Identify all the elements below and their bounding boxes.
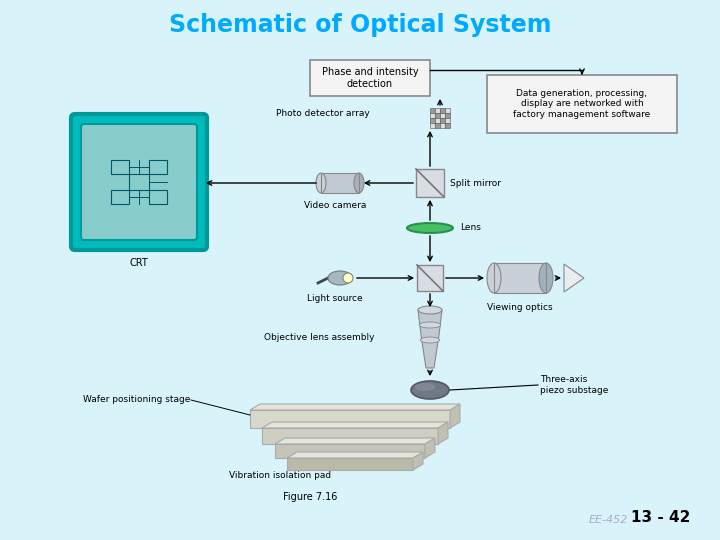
Ellipse shape [487,263,501,293]
Ellipse shape [343,273,353,283]
Bar [430,118,435,123]
Bar [445,123,450,128]
Polygon shape [425,438,435,458]
Bar [440,108,445,113]
Text: Data generation, processing,
display are networked with
factory management softw: Data generation, processing, display are… [513,89,651,119]
Text: EE-452: EE-452 [589,515,628,525]
Ellipse shape [328,271,352,285]
Text: Viewing optics: Viewing optics [487,303,553,312]
Bar [435,108,440,113]
Text: Three-axis
piezo substage: Three-axis piezo substage [540,375,608,395]
Bar [445,118,450,123]
Ellipse shape [411,381,449,399]
Text: Phase and intensity
detection: Phase and intensity detection [322,67,418,89]
Text: Split mirror: Split mirror [451,179,502,187]
Polygon shape [262,422,448,428]
Bar [250,410,450,428]
Polygon shape [564,264,584,292]
Bar [149,160,167,174]
Text: Vibration isolation pad: Vibration isolation pad [229,470,331,480]
Bar [440,113,445,118]
FancyBboxPatch shape [71,114,207,250]
Text: Photo detector array: Photo detector array [276,109,370,118]
Text: Objective lens assembly: Objective lens assembly [264,334,375,342]
Bar [287,458,413,470]
Text: Schematic of Optical System: Schematic of Optical System [168,13,552,37]
Bar [487,75,677,133]
Bar [494,263,546,293]
Bar [149,190,167,204]
Text: Figure 7.16: Figure 7.16 [283,492,337,502]
FancyBboxPatch shape [81,124,197,240]
Polygon shape [275,438,435,444]
Ellipse shape [415,383,435,391]
Bar [275,444,425,458]
Bar [111,190,129,204]
Polygon shape [418,310,442,368]
Bar [430,123,435,128]
Bar [417,265,443,291]
Bar [262,428,438,444]
Text: Lens: Lens [460,224,481,233]
Ellipse shape [420,337,440,343]
Bar [440,118,445,123]
Bar [129,174,149,190]
Ellipse shape [354,173,364,193]
Bar [310,60,430,96]
Polygon shape [250,404,460,410]
Bar [321,173,359,193]
Ellipse shape [539,263,553,293]
Bar [111,160,129,174]
Text: Light source: Light source [307,294,363,303]
Bar [440,123,445,128]
Ellipse shape [419,322,441,328]
Bar [494,263,546,293]
Text: CRT: CRT [130,258,148,268]
Bar [430,108,435,113]
Text: Wafer positioning stage: Wafer positioning stage [83,395,190,404]
Bar [435,123,440,128]
Text: Video camera: Video camera [304,201,366,210]
Ellipse shape [418,306,442,314]
Polygon shape [413,452,423,470]
Polygon shape [438,422,448,444]
Text: 13 - 42: 13 - 42 [631,510,690,525]
Bar [445,113,450,118]
Bar [435,118,440,123]
Bar [430,113,435,118]
Bar [435,113,440,118]
Bar [445,108,450,113]
Polygon shape [450,404,460,428]
Ellipse shape [407,223,453,233]
Polygon shape [287,452,423,458]
Bar [416,169,444,197]
Bar [321,173,359,193]
Ellipse shape [316,173,326,193]
